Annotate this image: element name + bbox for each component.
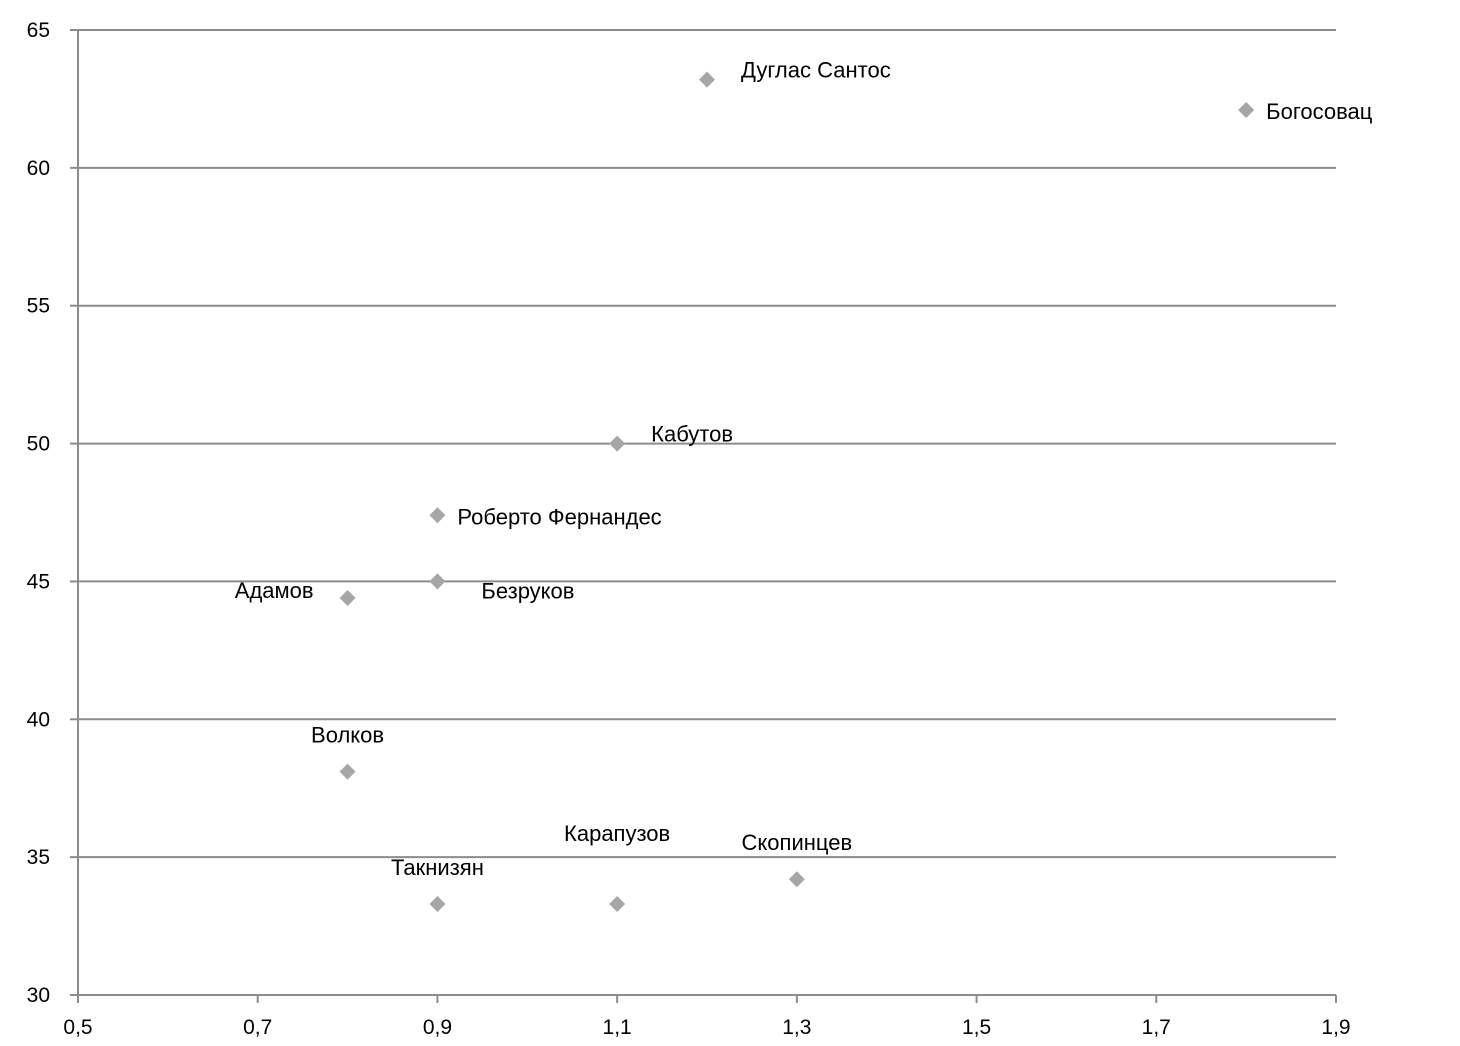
point-label: Безруков xyxy=(481,578,574,603)
x-tick-label: 0,7 xyxy=(243,1016,272,1039)
point-label: Карапузов xyxy=(564,821,670,846)
x-tick-label: 1,5 xyxy=(962,1016,991,1039)
scatter-point xyxy=(339,763,356,780)
gridlines xyxy=(78,29,1336,996)
scatter-point xyxy=(609,435,626,452)
y-tick-label: 65 xyxy=(27,19,50,42)
x-tick-label: 1,1 xyxy=(603,1016,632,1039)
y-tick-label: 40 xyxy=(27,708,50,731)
point-label: Богосовац xyxy=(1266,99,1373,124)
scatter-point xyxy=(1238,101,1255,118)
point-label: Такнизян xyxy=(391,855,484,880)
y-tick-label: 50 xyxy=(27,433,50,456)
scatter-point xyxy=(788,871,805,888)
y-tick-label: 35 xyxy=(27,846,50,869)
scatter-point xyxy=(429,573,446,590)
y-tick-label: 45 xyxy=(27,570,50,593)
scatter-point xyxy=(699,71,715,88)
point-label: Волков xyxy=(311,723,384,748)
axes xyxy=(70,29,1337,1003)
point-label: Дуглас Сантос xyxy=(741,58,891,83)
scatter-point xyxy=(339,589,356,606)
point-label: Кабутов xyxy=(651,422,733,447)
point-label: Скопинцев xyxy=(742,830,853,855)
tick-labels: 30 35 40 45 50 55 60 65 0,5 0,7 0,9 1,1 1,3 1,5 1,7 1,9 xyxy=(27,19,1351,1039)
x-tick-label: 0,5 xyxy=(63,1016,92,1039)
x-tick-label: 1,9 xyxy=(1321,1016,1350,1039)
data-points xyxy=(339,71,1255,913)
scatter-point xyxy=(429,896,446,913)
y-tick-label: 60 xyxy=(27,157,50,180)
y-tick-label: 30 xyxy=(27,984,50,1007)
point-label: Роберто Фернандес xyxy=(457,504,661,529)
x-tick-label: 1,3 xyxy=(782,1016,811,1039)
point-label: Адамов xyxy=(235,578,314,603)
data-labels: Дуглас Сантос Богосовац Кабутов Роберто Фер… xyxy=(235,58,1373,880)
y-tick-label: 55 xyxy=(27,295,50,318)
x-tick-label: 0,9 xyxy=(423,1016,452,1039)
scatter-point xyxy=(609,896,626,913)
x-tick-label: 1,7 xyxy=(1142,1016,1171,1039)
scatter-point xyxy=(429,507,446,524)
